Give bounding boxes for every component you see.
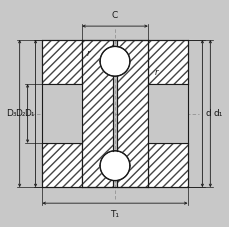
Text: r: r <box>154 68 158 77</box>
Text: T₁: T₁ <box>110 210 119 219</box>
Text: r: r <box>86 49 90 58</box>
Polygon shape <box>147 143 187 187</box>
Polygon shape <box>147 40 187 84</box>
Circle shape <box>100 151 129 180</box>
Text: d: d <box>205 109 211 118</box>
Polygon shape <box>82 40 112 187</box>
Circle shape <box>100 47 129 76</box>
Circle shape <box>99 46 130 77</box>
Polygon shape <box>42 143 82 187</box>
Text: d₁: d₁ <box>213 109 222 118</box>
Circle shape <box>99 150 130 181</box>
Polygon shape <box>42 84 82 143</box>
Polygon shape <box>42 40 82 84</box>
Text: D₁: D₁ <box>24 109 34 118</box>
Text: D₃: D₃ <box>6 109 16 118</box>
Polygon shape <box>147 84 187 143</box>
Text: C: C <box>111 11 118 20</box>
Polygon shape <box>117 40 147 187</box>
Text: D₂: D₂ <box>15 109 25 118</box>
